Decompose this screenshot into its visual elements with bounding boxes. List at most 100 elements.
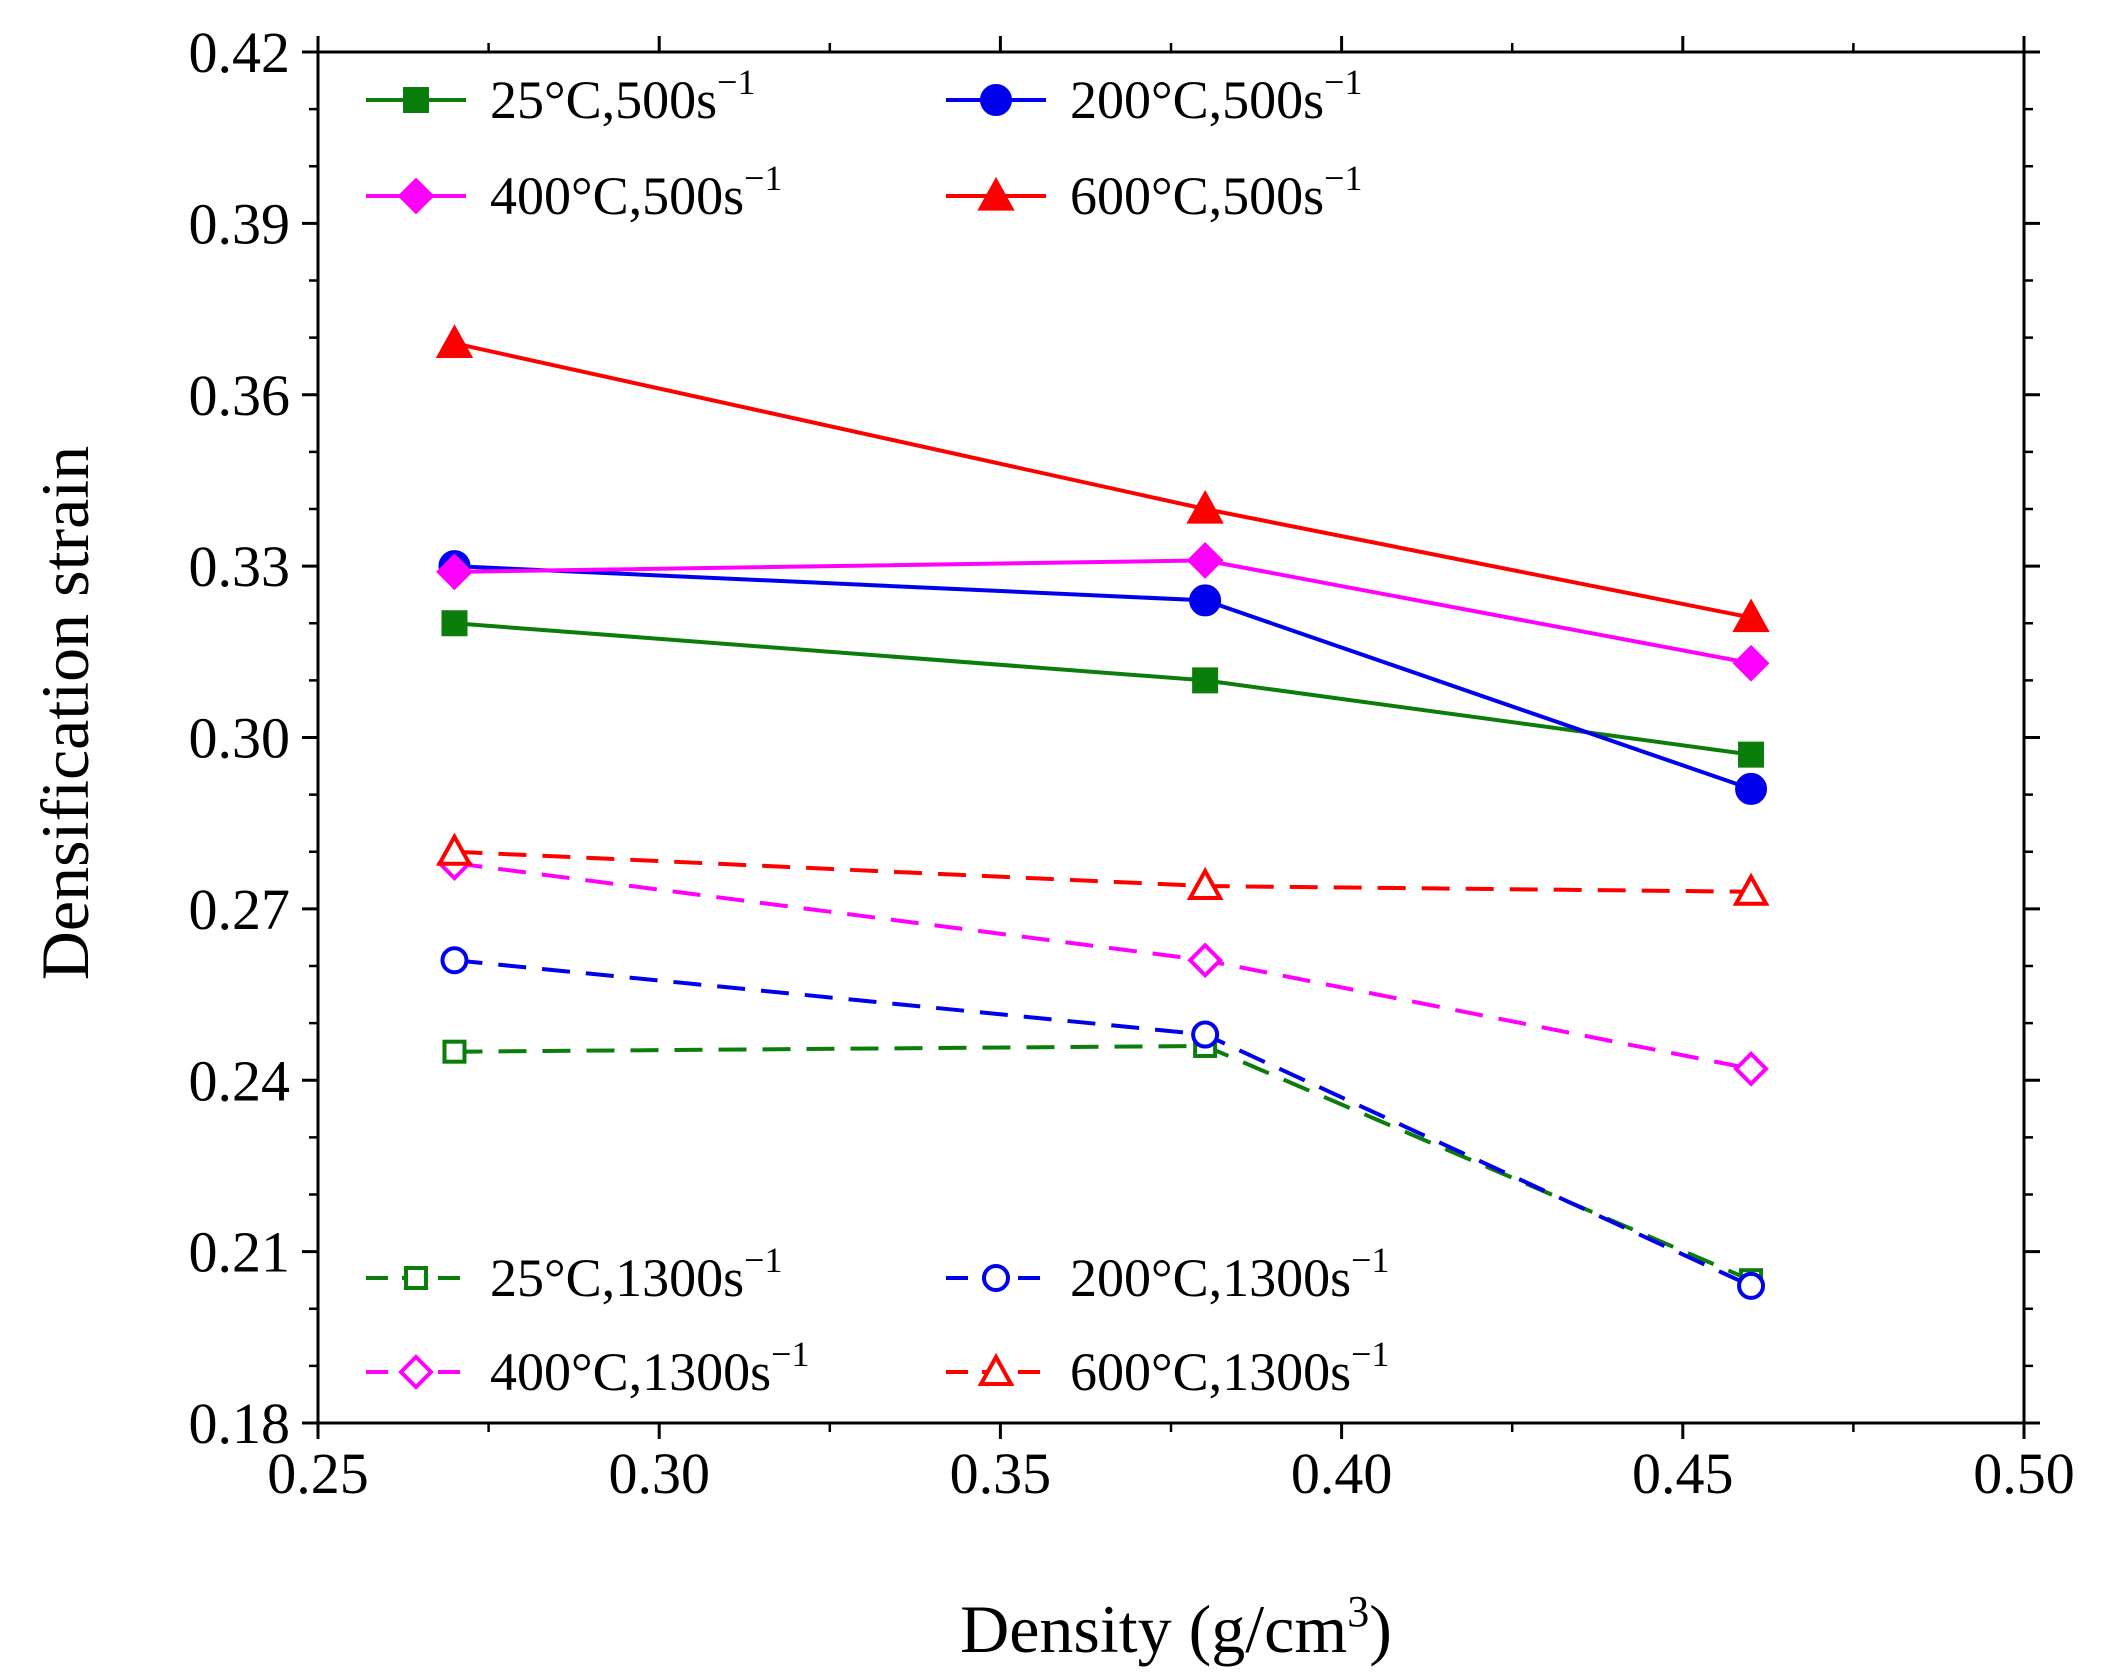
y-tick-label: 0.36 [189,363,291,428]
legend-label: 200°C,1300s−1 [1070,1240,1389,1308]
y-tick-label: 0.27 [189,877,291,942]
data-point [1732,644,1770,682]
legend-marker [403,87,429,113]
legend-label-text: 400°C,500s [490,166,744,226]
data-point [1186,541,1224,579]
legend-item: 600°C,1300s−1 [946,1334,1389,1402]
legend-label-text: 400°C,1300s [490,1342,771,1402]
plot-frame [316,50,2026,1425]
x-tick-label: 0.50 [1973,1441,2075,1506]
legend-label-superscript: −1 [717,62,755,102]
legend-item: 400°C,500s−1 [366,158,782,226]
legend-marker [982,1264,1010,1292]
legend-marker [398,1354,434,1390]
legend-label-text: 25°C,500s [490,70,717,130]
y-tick-label: 0.18 [189,1391,291,1456]
series-line [454,849,1752,894]
x-axis-title-text: Density (g/cm [960,1591,1347,1667]
data-point [442,1039,467,1064]
legend-label: 400°C,500s−1 [490,158,782,226]
data-point [1186,489,1224,524]
legend-item: 200°C,1300s−1 [946,1240,1389,1308]
y-tick-label: 0.30 [189,706,291,771]
legend-label: 600°C,1300s−1 [1070,1334,1389,1402]
legend-marker [977,176,1015,211]
x-tick-label: 0.40 [1291,1441,1393,1506]
y-tick-label: 0.33 [189,534,291,599]
legend-label: 200°C,500s−1 [1070,62,1362,130]
x-tick-label: 0.30 [608,1441,710,1506]
data-point [441,610,468,637]
data-point [1732,872,1770,906]
legend-label-superscript: −1 [744,1240,782,1280]
y-tick-label: 0.39 [189,191,291,256]
axis-titles: Densification strain Density (g/cm3) [27,446,1392,1667]
series-line [454,621,1752,757]
legend-marker [404,1266,428,1290]
legend-label-superscript: −1 [771,1334,809,1374]
y-tick-label: 0.24 [189,1048,291,1113]
x-axis-title: Density (g/cm3) [960,1587,1392,1667]
x-tick-label: 0.45 [1632,1441,1734,1506]
data-point [1191,1020,1220,1049]
series-2 [436,541,1770,682]
data-point [1735,772,1768,805]
legend-marker [977,1352,1015,1386]
series-1 [438,550,1768,805]
legend-label: 600°C,500s−1 [1070,158,1362,226]
data-point [436,553,473,591]
data-point [1187,942,1223,979]
series-line [454,564,1752,791]
legend-label-superscript: −1 [1324,62,1362,102]
legend-marker [980,84,1012,116]
y-tick-label: 0.42 [189,20,291,85]
legend-marker [397,177,435,215]
series-5 [440,946,1766,1300]
legend-item: 25°C,1300s−1 [366,1240,782,1308]
legend-label: 25°C,500s−1 [490,62,755,130]
data-point [435,324,474,358]
legend-item: 25°C,500s−1 [366,62,755,130]
legend-label-superscript: −1 [744,158,782,198]
data-point [1192,667,1219,694]
data-point [436,832,473,866]
series-layer [435,324,1770,1300]
x-axis-title-superscript: 3 [1347,1587,1369,1636]
series-line [454,1043,1752,1283]
legend-label-text: 25°C,1300s [490,1248,744,1308]
data-point [440,946,469,975]
legend-label-superscript: −1 [1324,158,1362,198]
data-point [1186,866,1224,901]
data-point [1738,741,1765,768]
x-tick-label: 0.25 [267,1441,369,1506]
legend-item: 600°C,500s−1 [946,158,1362,226]
legend-item: 400°C,1300s−1 [366,1334,809,1402]
legend-label-superscript: −1 [1351,1240,1389,1280]
legend-item: 200°C,500s−1 [946,62,1362,130]
legend-label-text: 200°C,500s [1070,70,1324,130]
axes: 0.25 0.30 0.35 0.40 0.45 0.50 0.18 0.21 0.24 0.27… [189,20,2075,1506]
data-point [1737,1271,1766,1300]
legend-label-text: 600°C,500s [1070,166,1324,226]
legend-label-text: 600°C,1300s [1070,1342,1351,1402]
series-line [454,861,1752,1071]
legend-label: 25°C,1300s−1 [490,1240,782,1308]
series-7 [436,832,1770,906]
series-line [454,958,1752,1288]
data-point [1733,1050,1769,1087]
legend-label: 400°C,1300s−1 [490,1334,809,1402]
series-3 [435,324,1770,633]
data-point [1732,598,1770,633]
x-axis-title-close: ) [1369,1591,1392,1667]
x-tick-label: 0.35 [950,1441,1052,1506]
y-tick-label: 0.21 [189,1220,291,1285]
series-0 [441,610,1765,768]
y-axis-title: Densification strain [27,446,103,980]
legend-label-superscript: −1 [1351,1334,1389,1374]
data-point [1189,584,1222,617]
legend-label-text: 200°C,1300s [1070,1248,1351,1308]
